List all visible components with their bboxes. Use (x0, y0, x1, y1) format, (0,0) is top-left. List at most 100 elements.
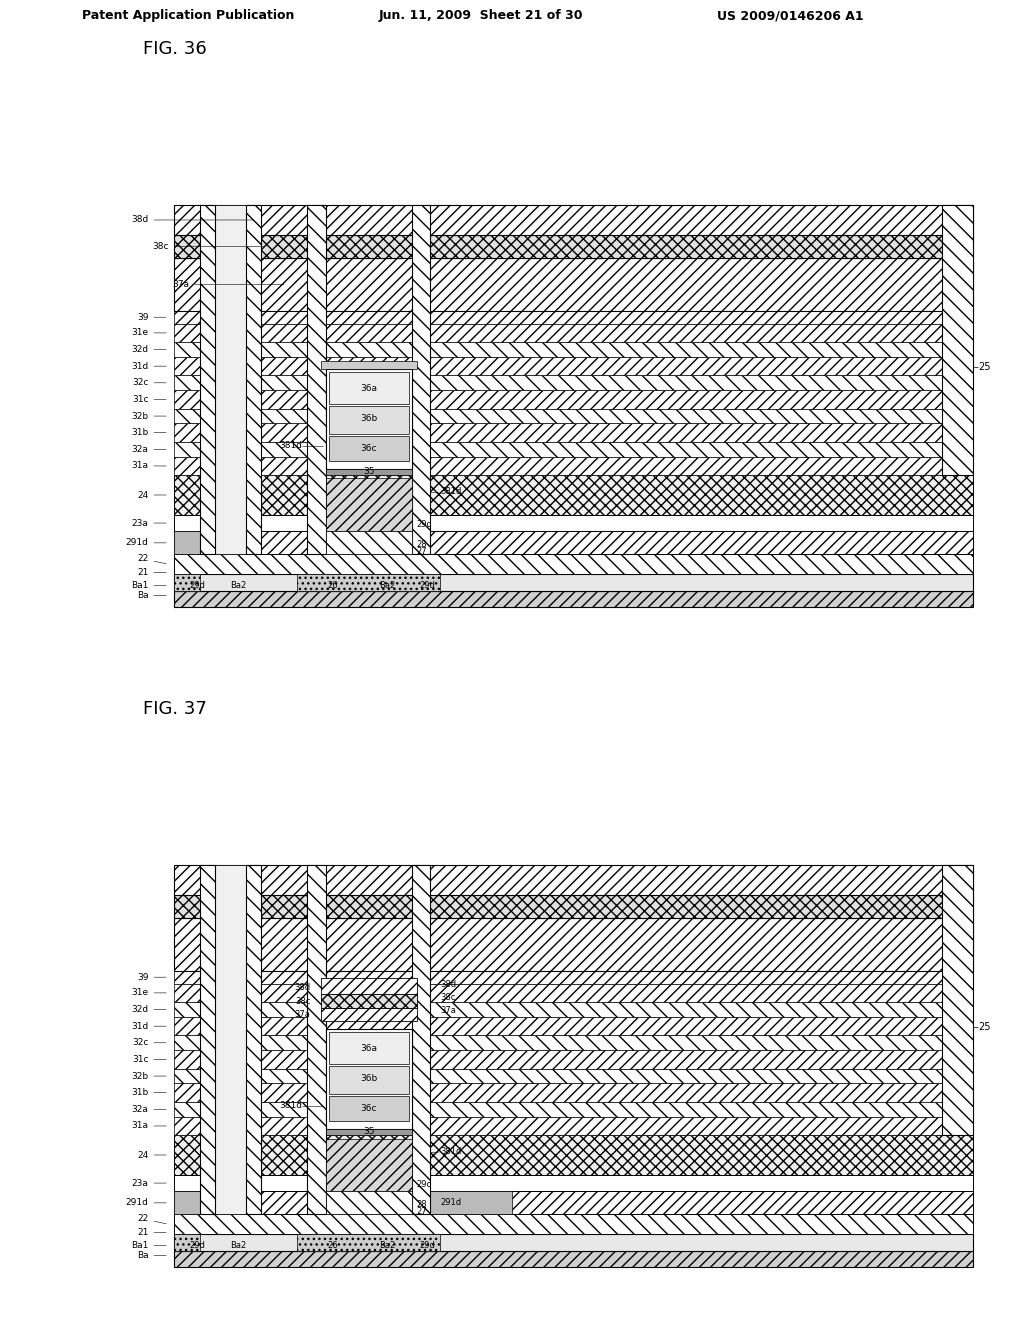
Bar (174, 1251, 973, 1267)
Text: 21: 21 (137, 1228, 166, 1237)
Text: 24: 24 (137, 1151, 166, 1159)
Text: 39: 39 (137, 313, 166, 322)
Bar (430, 1191, 512, 1214)
Bar (174, 1035, 973, 1051)
Bar (174, 342, 973, 356)
Text: 28: 28 (417, 1200, 427, 1209)
Bar (326, 1129, 412, 1135)
Text: US 2009/0146206 A1: US 2009/0146206 A1 (717, 9, 863, 22)
Text: 31e: 31e (131, 329, 166, 338)
Text: 25: 25 (978, 362, 990, 371)
Bar (174, 457, 973, 475)
Text: 32c: 32c (132, 379, 166, 387)
Bar (174, 531, 973, 554)
Bar (174, 1191, 973, 1214)
Bar (246, 205, 261, 554)
Text: 37a: 37a (440, 1006, 457, 1015)
Text: 36c: 36c (360, 444, 377, 453)
Text: 28: 28 (417, 540, 427, 549)
Text: 38c: 38c (295, 997, 310, 1006)
Bar (174, 257, 973, 310)
Text: 291d: 291d (126, 1199, 166, 1208)
Bar (174, 442, 973, 457)
Bar (326, 1191, 412, 1214)
Text: 36b: 36b (360, 1074, 377, 1084)
Bar (174, 574, 200, 591)
Bar (321, 360, 417, 368)
Text: 291d: 291d (126, 539, 166, 548)
Text: 22: 22 (137, 1214, 166, 1224)
Bar (174, 391, 973, 409)
Text: 36b: 36b (360, 414, 377, 424)
Text: 35: 35 (362, 1127, 375, 1137)
Bar (174, 531, 200, 554)
Bar (174, 1102, 973, 1117)
Text: 31c: 31c (132, 1055, 166, 1064)
Text: 37a: 37a (294, 1010, 310, 1019)
Bar (174, 205, 973, 235)
Bar (174, 323, 973, 342)
Bar (174, 1002, 973, 1016)
Bar (174, 1051, 973, 1069)
Bar (174, 1135, 973, 1175)
Text: 29d: 29d (420, 581, 436, 590)
Bar (200, 205, 215, 554)
Bar (174, 895, 973, 917)
Text: 37a: 37a (172, 280, 284, 289)
Text: 26: 26 (328, 1241, 338, 1250)
Text: 26: 26 (328, 581, 338, 590)
Text: 31c: 31c (132, 395, 166, 404)
Bar (174, 310, 973, 323)
Bar (942, 205, 973, 475)
Bar (174, 970, 973, 983)
Bar (329, 405, 409, 434)
Text: 381d: 381d (440, 1147, 462, 1156)
Text: 31d: 31d (131, 1022, 166, 1031)
Text: 38d: 38d (440, 979, 457, 989)
Text: 27: 27 (417, 1206, 427, 1216)
Text: 32d: 32d (131, 1005, 166, 1014)
Text: 38c: 38c (153, 242, 263, 251)
Bar (412, 205, 430, 554)
Bar (174, 574, 973, 591)
Text: 25: 25 (978, 1022, 990, 1031)
Text: 29d: 29d (189, 581, 206, 590)
Bar (942, 865, 973, 1135)
Bar (412, 865, 430, 1214)
Bar (174, 235, 973, 257)
Text: 22: 22 (137, 554, 166, 564)
Bar (307, 205, 326, 554)
Text: Ba1: Ba1 (131, 1241, 166, 1250)
Bar (174, 554, 973, 574)
Bar (297, 574, 440, 591)
Bar (321, 978, 417, 994)
Text: Ba2: Ba2 (379, 581, 395, 590)
Bar (174, 1016, 973, 1035)
Text: 38d: 38d (294, 983, 310, 993)
Text: 21: 21 (137, 568, 166, 577)
Text: Ba: Ba (137, 591, 166, 601)
Text: 35: 35 (362, 467, 375, 477)
Bar (200, 865, 215, 1214)
Bar (329, 372, 409, 404)
Text: 31d: 31d (131, 362, 166, 371)
Bar (174, 865, 973, 895)
Text: Ba2: Ba2 (230, 581, 247, 590)
Bar (215, 865, 246, 1214)
Text: 27: 27 (417, 546, 427, 556)
Bar (321, 994, 417, 1007)
Text: Ba1: Ba1 (131, 581, 166, 590)
Text: Ba2: Ba2 (230, 1241, 247, 1250)
Bar (215, 205, 246, 554)
Text: Ba: Ba (137, 1251, 166, 1261)
Bar (174, 917, 973, 970)
Bar (174, 1069, 973, 1084)
Text: 32a: 32a (132, 445, 166, 454)
Text: 32c: 32c (132, 1039, 166, 1047)
Text: 29c: 29c (417, 1180, 432, 1189)
Text: 24: 24 (137, 491, 166, 499)
Bar (326, 469, 412, 475)
Text: 381d: 381d (440, 487, 462, 496)
Text: 31b: 31b (131, 428, 166, 437)
Bar (326, 1028, 412, 1129)
